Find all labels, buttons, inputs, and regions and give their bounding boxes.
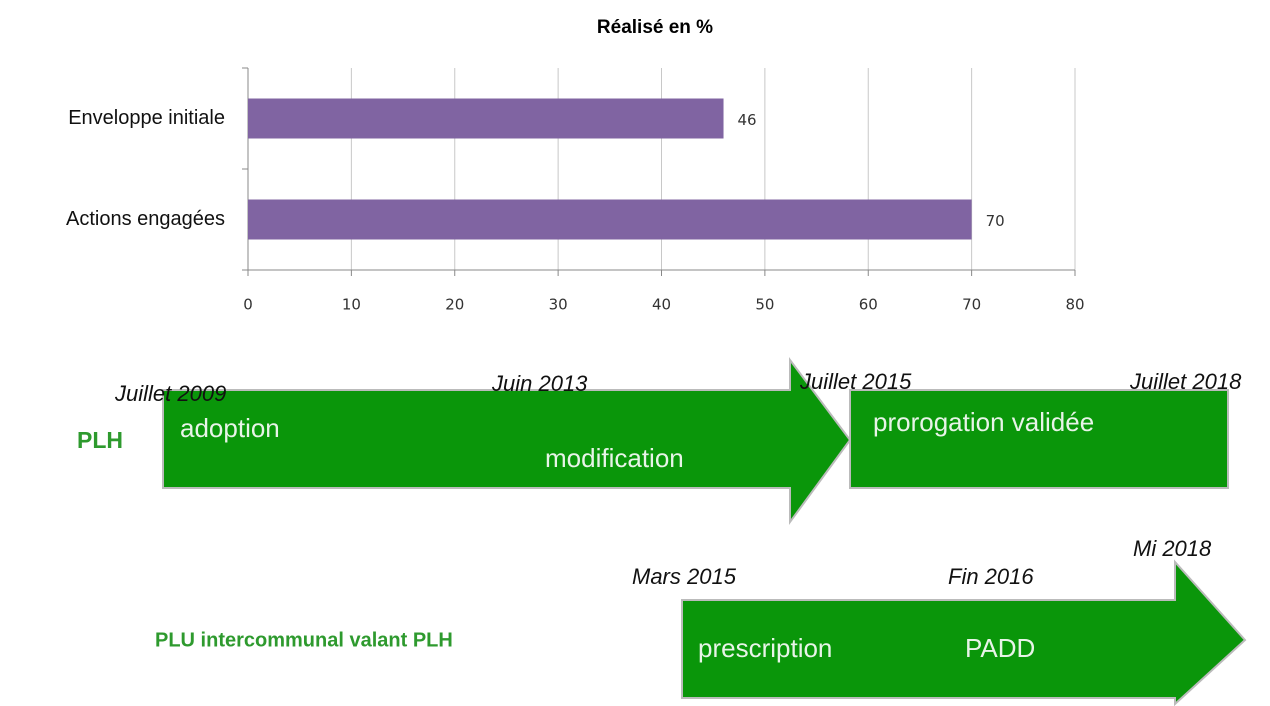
data-label: 70 — [986, 212, 1005, 230]
arrow — [162, 357, 852, 526]
chart-title: Réalisé en % — [597, 17, 713, 38]
x-tick-label: 40 — [652, 296, 671, 314]
x-tick-label: 20 — [445, 296, 464, 314]
stage: prescription — [698, 633, 832, 663]
x-tick-label: 30 — [549, 296, 568, 314]
date: Mi 2018 — [1133, 536, 1212, 561]
date: Juillet 2018 — [1129, 369, 1242, 394]
date: Mars 2015 — [632, 564, 737, 589]
x-tick-label: 80 — [1065, 296, 1084, 314]
row-label: PLU intercommunal valant PLH — [155, 629, 453, 651]
bar — [248, 199, 972, 240]
x-tick-label: 10 — [342, 296, 361, 314]
stage: adoption — [180, 413, 280, 443]
row-label: PLH — [77, 427, 123, 453]
x-tick-label: 60 — [859, 296, 878, 314]
y-tick-label: Enveloppe initiale — [68, 107, 225, 129]
stage-box — [849, 389, 1229, 489]
y-tick-label: Actions engagées — [66, 208, 225, 230]
bar — [248, 98, 724, 139]
stage: PADD — [965, 633, 1035, 663]
x-tick-label: 0 — [243, 296, 253, 314]
stage: modification — [545, 443, 684, 473]
x-tick-label: 50 — [755, 296, 774, 314]
timeline: PLH Juillet 2009 Juin 2013 Juillet 2015 … — [77, 357, 1247, 706]
date: Juillet 2015 — [799, 369, 912, 394]
x-tick-label: 70 — [962, 296, 981, 314]
date: Juin 2013 — [491, 371, 588, 396]
data-label: 46 — [738, 111, 757, 129]
stage: prorogation validée — [873, 407, 1094, 437]
date: Fin 2016 — [948, 564, 1034, 589]
date: Juillet 2009 — [114, 381, 226, 406]
arrow — [681, 559, 1247, 706]
